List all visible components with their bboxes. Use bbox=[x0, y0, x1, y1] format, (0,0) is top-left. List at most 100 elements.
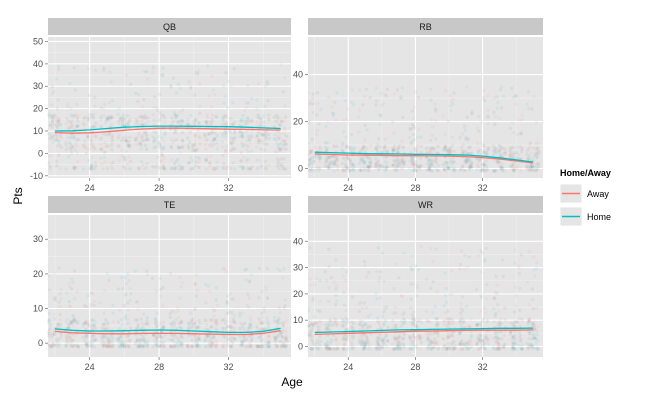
data-point bbox=[499, 317, 503, 321]
data-point bbox=[67, 154, 71, 159]
data-point bbox=[351, 167, 355, 172]
data-point bbox=[91, 318, 95, 322]
data-point bbox=[135, 339, 140, 343]
data-point bbox=[194, 327, 198, 331]
data-point bbox=[159, 287, 163, 292]
data-point bbox=[81, 335, 86, 340]
data-point bbox=[384, 165, 389, 169]
data-point bbox=[498, 345, 502, 349]
data-point bbox=[537, 150, 541, 155]
data-point bbox=[341, 141, 345, 145]
data-point bbox=[375, 340, 379, 345]
data-point bbox=[55, 339, 60, 343]
data-point bbox=[248, 134, 252, 138]
data-point bbox=[307, 91, 311, 95]
data-point bbox=[347, 162, 351, 166]
data-point bbox=[145, 344, 149, 348]
data-point bbox=[154, 323, 159, 328]
data-point bbox=[71, 313, 75, 318]
data-point bbox=[480, 296, 484, 300]
data-point bbox=[178, 296, 182, 300]
data-point bbox=[90, 164, 94, 168]
data-point bbox=[453, 167, 457, 171]
y-tick-label: 0 bbox=[298, 164, 303, 174]
data-point bbox=[435, 331, 439, 335]
data-point bbox=[94, 164, 98, 168]
data-point bbox=[451, 156, 455, 160]
data-point bbox=[464, 304, 469, 309]
data-point bbox=[258, 333, 263, 338]
data-point bbox=[283, 147, 287, 151]
data-point bbox=[358, 169, 362, 173]
data-point bbox=[68, 148, 73, 152]
data-point bbox=[129, 166, 133, 171]
data-point bbox=[265, 320, 270, 324]
data-point bbox=[143, 69, 147, 74]
data-point bbox=[248, 341, 252, 345]
data-point bbox=[496, 347, 501, 351]
data-point bbox=[158, 334, 163, 339]
data-point bbox=[90, 334, 94, 339]
data-point bbox=[68, 125, 73, 130]
data-point bbox=[411, 347, 415, 351]
data-point bbox=[116, 337, 120, 342]
data-point bbox=[383, 144, 387, 148]
data-point bbox=[531, 322, 535, 326]
data-point bbox=[430, 125, 435, 129]
data-point bbox=[514, 347, 518, 351]
data-point bbox=[469, 161, 474, 165]
data-point bbox=[410, 162, 415, 167]
data-point bbox=[531, 335, 535, 340]
data-point bbox=[402, 318, 407, 322]
data-point bbox=[267, 344, 271, 349]
data-point bbox=[340, 149, 344, 153]
data-point bbox=[248, 326, 252, 330]
data-point bbox=[476, 149, 481, 153]
data-point bbox=[508, 153, 512, 158]
data-point bbox=[47, 318, 51, 322]
data-point bbox=[222, 115, 227, 119]
data-point bbox=[484, 335, 488, 339]
data-point bbox=[529, 345, 533, 349]
data-point bbox=[204, 157, 208, 162]
data-point bbox=[367, 169, 371, 173]
data-point bbox=[470, 112, 474, 116]
y-tick-label: 20 bbox=[293, 117, 303, 127]
data-point bbox=[526, 157, 530, 162]
y-tick-label: 30 bbox=[33, 234, 43, 244]
data-point bbox=[278, 166, 282, 171]
data-point bbox=[313, 321, 318, 325]
data-point bbox=[501, 94, 506, 98]
data-point bbox=[476, 158, 481, 163]
data-point bbox=[459, 315, 464, 319]
data-point bbox=[198, 111, 202, 116]
data-point bbox=[177, 315, 181, 320]
data-point bbox=[209, 154, 213, 158]
data-point bbox=[536, 166, 540, 170]
data-point bbox=[480, 141, 484, 145]
data-point bbox=[426, 159, 431, 163]
data-point bbox=[120, 334, 124, 338]
data-point bbox=[344, 145, 348, 149]
data-point bbox=[496, 345, 500, 349]
data-point bbox=[155, 343, 159, 347]
data-point bbox=[189, 167, 193, 171]
data-point bbox=[255, 140, 259, 144]
data-point bbox=[446, 148, 450, 153]
data-point bbox=[340, 323, 344, 328]
data-point bbox=[103, 289, 107, 293]
data-point bbox=[382, 338, 386, 343]
data-point bbox=[497, 319, 501, 324]
data-point bbox=[180, 280, 185, 285]
data-point bbox=[117, 327, 122, 331]
data-point bbox=[54, 133, 58, 137]
data-point bbox=[150, 276, 155, 280]
data-point bbox=[128, 143, 132, 147]
scatter-points bbox=[306, 245, 541, 351]
data-point bbox=[163, 116, 167, 120]
data-point bbox=[310, 148, 314, 153]
data-point bbox=[214, 167, 218, 171]
data-point bbox=[348, 169, 353, 173]
data-point bbox=[69, 320, 74, 324]
data-point bbox=[179, 167, 184, 171]
